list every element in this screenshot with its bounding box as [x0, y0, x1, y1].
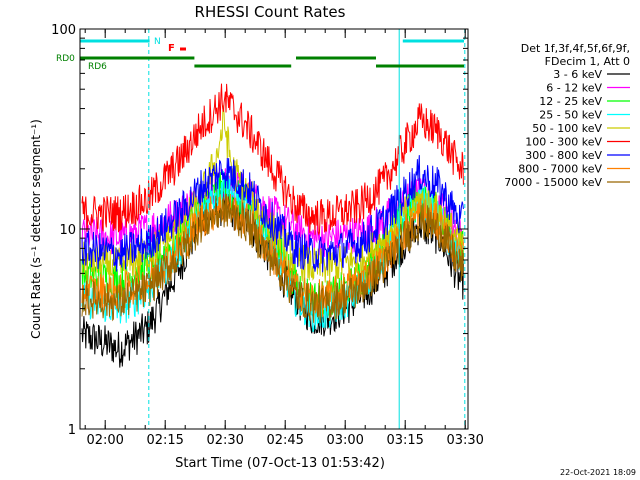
series-line-6 [81, 155, 464, 273]
y-tick-label: 1 [68, 423, 76, 438]
legend-entry-label-7: 800 - 7000 keV [518, 163, 602, 176]
legend-entry-label-2: 12 - 25 keV [539, 95, 602, 108]
x-tick-label: 02:00 [86, 433, 123, 448]
indicator-rd0-label: RD0 [56, 54, 75, 64]
timestamp: 22-Oct-2021 18:09 [560, 468, 636, 477]
x-tick-label: 02:45 [266, 433, 303, 448]
y-tick-label: 10 [59, 223, 76, 238]
legend: Det 1f,3f,4f,5f,6f,9f,FDecim 1, Att 03 -… [504, 42, 630, 189]
x-tick-label: 03:30 [446, 433, 483, 448]
legend-header-line-2: FDecim 1, Att 0 [545, 55, 630, 68]
legend-entry-label-5: 100 - 300 keV [525, 136, 602, 149]
legend-header-line-1: Det 1f,3f,4f,5f,6f,9f, [521, 42, 630, 55]
legend-entry-label-8: 7000 - 15000 keV [504, 176, 602, 189]
chart-title: RHESSI Count Rates [195, 3, 346, 21]
legend-entry-label-3: 25 - 50 keV [539, 109, 602, 122]
y-axis-label: Count Rate (s⁻¹ detector segment⁻¹) [29, 119, 43, 339]
x-tick-label: 02:30 [206, 433, 243, 448]
legend-entry-label-4: 50 - 100 keV [532, 122, 602, 135]
indicator-n-label: N [154, 37, 161, 47]
x-tick-label: 02:15 [146, 433, 183, 448]
axes: 1 10 100 02:00 02:15 02:30 02:45 03:00 03:15 03:3… [51, 23, 484, 448]
x-tick-label: 03:15 [386, 433, 423, 448]
series-line-5 [81, 83, 464, 236]
indicator-rd6-label: RD6 [88, 62, 107, 72]
y-tick-label: 100 [51, 23, 76, 38]
x-tick-label: 03:00 [326, 433, 363, 448]
legend-entry-label-1: 6 - 12 keV [546, 82, 602, 95]
indicator-f-label: F [168, 43, 175, 54]
x-axis-label: Start Time (07-Oct-13 01:53:42) [175, 456, 385, 471]
legend-entry-label-6: 300 - 800 keV [525, 149, 602, 162]
legend-entry-label-0: 3 - 6 keV [553, 68, 602, 81]
series-line-8 [81, 193, 464, 323]
